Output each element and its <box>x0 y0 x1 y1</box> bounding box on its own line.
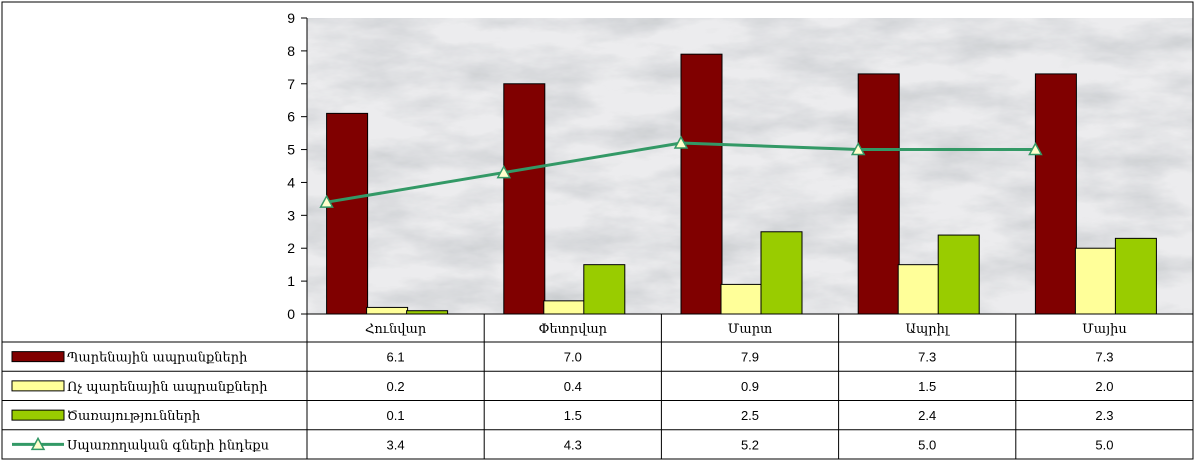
legend-label: Սպառողական գների ինդեքս <box>67 438 269 453</box>
bar <box>897 264 940 315</box>
legend-key <box>11 380 65 392</box>
triangle-marker <box>319 194 334 208</box>
data-label: 7.9 <box>741 350 759 365</box>
bar <box>680 53 723 315</box>
category-label: Մարտ <box>728 322 772 337</box>
data-label: 0.1 <box>387 408 405 423</box>
data-label: 2.0 <box>1095 379 1113 394</box>
bar <box>583 264 626 315</box>
data-label: 4.3 <box>564 437 582 452</box>
data-label: 0.9 <box>741 379 759 394</box>
data-label: 1.5 <box>564 408 582 423</box>
y-tick-label: 8 <box>287 43 295 59</box>
y-tick-label: 4 <box>287 174 295 190</box>
bar <box>1074 247 1117 315</box>
data-label: 0.2 <box>387 379 405 394</box>
data-label: 2.5 <box>741 408 759 423</box>
bar <box>503 83 546 315</box>
bar <box>1114 237 1157 315</box>
data-label: 1.5 <box>918 379 936 394</box>
data-label: 0.4 <box>564 379 582 394</box>
category-label: Հունվար <box>365 322 427 337</box>
triangle-marker <box>850 141 866 156</box>
bar <box>937 234 980 315</box>
bar <box>543 300 586 315</box>
y-tick-label: 2 <box>287 240 295 256</box>
bar <box>1034 73 1077 315</box>
data-label: 7.3 <box>918 350 936 365</box>
bar <box>326 112 369 315</box>
data-label: 2.4 <box>918 408 936 423</box>
data-label: 3.4 <box>387 437 405 452</box>
y-tick-label: 6 <box>287 109 295 125</box>
data-label: 5.0 <box>918 437 936 452</box>
category-label: Մայիս <box>1082 322 1127 337</box>
data-label: 7.0 <box>564 350 582 365</box>
y-tick-label: 0 <box>287 306 295 322</box>
legend-key <box>11 409 65 421</box>
legend-label: Ոչ պարենային ապրանքների <box>67 380 267 395</box>
legend-label: Ծառայությունների <box>67 409 200 424</box>
y-tick-label: 1 <box>287 273 295 289</box>
value-axis: 0 1 2 3 4 5 6 7 8 9 <box>287 10 308 322</box>
category-label: Ապրիլ <box>906 322 951 337</box>
bars <box>326 53 1157 315</box>
y-tick-label: 3 <box>287 207 295 223</box>
data-label: 2.3 <box>1095 408 1113 423</box>
data-label: 7.3 <box>1095 350 1113 365</box>
index-line <box>319 135 1043 208</box>
data-label: 5.2 <box>741 437 759 452</box>
triangle-marker <box>673 135 689 149</box>
legend-key-marker <box>30 436 46 451</box>
triangle-marker <box>1028 141 1043 156</box>
data-label: 6.1 <box>387 350 405 365</box>
bar <box>720 283 763 315</box>
data-label: 5.0 <box>1095 437 1113 452</box>
bar <box>760 231 803 315</box>
legend-label: Պարենային ապրանքների <box>67 351 247 366</box>
y-tick-label: 9 <box>287 10 295 26</box>
bar <box>366 306 409 315</box>
bar <box>857 73 900 315</box>
category-label: Փետրվար <box>539 322 608 337</box>
legend-key <box>11 351 65 363</box>
triangle-marker <box>496 165 512 179</box>
y-tick-label: 7 <box>287 76 295 92</box>
y-tick-label: 5 <box>287 142 295 158</box>
